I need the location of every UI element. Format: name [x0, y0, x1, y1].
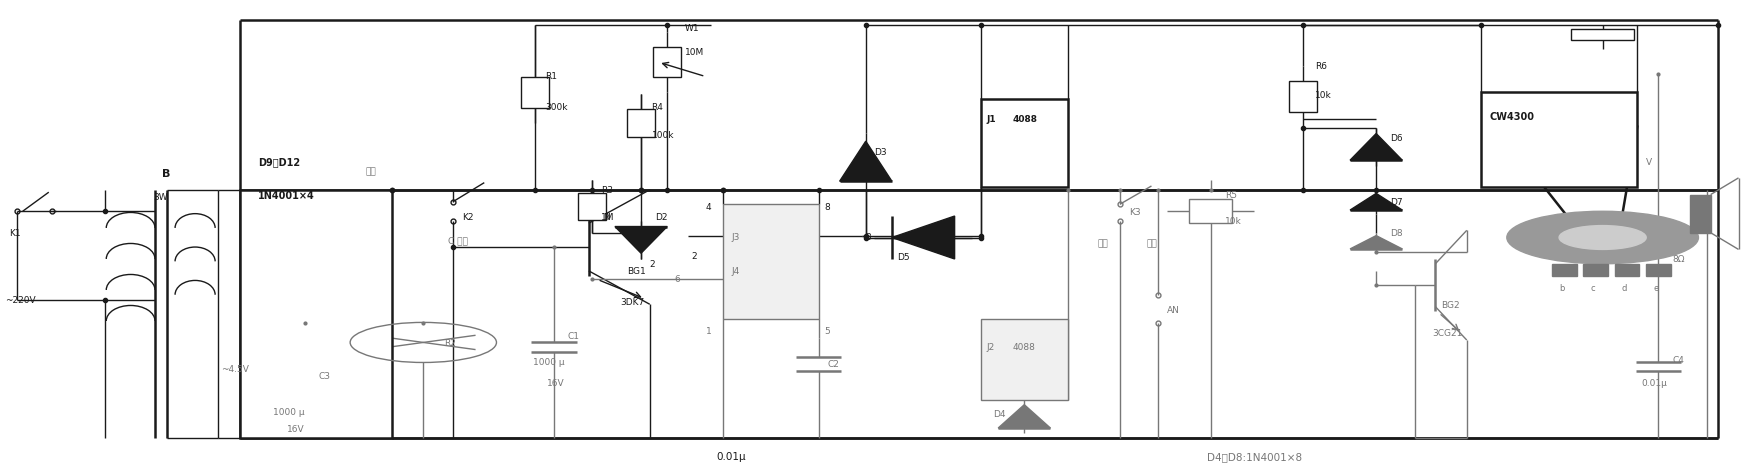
Text: 6: 6 — [674, 275, 679, 283]
Text: C2: C2 — [827, 360, 840, 368]
Text: R1: R1 — [545, 72, 557, 80]
Text: R4: R4 — [652, 103, 664, 111]
Text: D8: D8 — [1390, 229, 1402, 238]
Text: 100k: 100k — [652, 131, 674, 140]
Bar — [1583, 264, 1608, 276]
Bar — [627, 109, 655, 138]
Text: J3: J3 — [732, 232, 740, 241]
Text: 16V: 16V — [287, 424, 305, 433]
Bar — [1188, 200, 1232, 224]
Text: BG2: BG2 — [1441, 300, 1460, 309]
Text: K1: K1 — [9, 229, 21, 238]
Text: 4088: 4088 — [1012, 115, 1036, 124]
Text: 1N4001×4: 1N4001×4 — [258, 190, 315, 200]
Text: 8: 8 — [824, 203, 829, 211]
Text: 3W: 3W — [153, 193, 167, 202]
Text: 0.01μ: 0.01μ — [716, 451, 747, 461]
Text: B: B — [162, 169, 171, 178]
Text: D4: D4 — [993, 410, 1005, 418]
Text: BG1: BG1 — [627, 267, 646, 276]
Text: 2: 2 — [692, 251, 697, 260]
Text: K3: K3 — [1129, 208, 1141, 216]
Text: c: c — [1590, 284, 1596, 292]
Text: AN: AN — [1167, 305, 1179, 314]
Polygon shape — [840, 142, 892, 182]
Bar — [723, 205, 819, 319]
Polygon shape — [1350, 194, 1402, 211]
Bar — [1646, 264, 1671, 276]
Text: b: b — [1559, 284, 1564, 292]
Text: 4: 4 — [706, 203, 711, 211]
Text: ~220V: ~220V — [5, 296, 37, 304]
Text: 呼叫: 呼叫 — [1097, 239, 1108, 248]
Polygon shape — [998, 405, 1050, 428]
Text: D3: D3 — [874, 148, 887, 157]
Bar — [1289, 82, 1317, 113]
Polygon shape — [1350, 236, 1402, 249]
Text: 10k: 10k — [1315, 91, 1333, 99]
Text: 8Ω: 8Ω — [1672, 255, 1685, 264]
Text: d: d — [1622, 284, 1627, 292]
Text: N: N — [603, 212, 610, 221]
Text: ~4.5V: ~4.5V — [221, 365, 249, 373]
Bar — [1552, 264, 1577, 276]
Text: V: V — [1646, 158, 1653, 166]
Text: D9～D12: D9～D12 — [258, 157, 300, 167]
Text: 4088: 4088 — [1012, 343, 1035, 352]
Text: R3: R3 — [601, 186, 613, 195]
Text: J2: J2 — [986, 343, 995, 352]
Text: 2: 2 — [650, 260, 655, 268]
Text: 3DK7: 3DK7 — [620, 298, 645, 307]
Text: C1: C1 — [568, 331, 580, 340]
Bar — [653, 48, 681, 78]
Text: J4: J4 — [732, 267, 740, 276]
Bar — [1690, 195, 1711, 233]
Polygon shape — [1350, 134, 1402, 161]
Text: D2: D2 — [655, 212, 667, 221]
Circle shape — [1559, 226, 1646, 250]
Text: R6: R6 — [1315, 62, 1327, 71]
Polygon shape — [892, 217, 955, 259]
Text: D1: D1 — [632, 234, 645, 242]
Text: K2: K2 — [462, 212, 474, 221]
Text: 门铃: 门铃 — [1146, 239, 1157, 248]
Bar — [578, 194, 606, 220]
Text: e: e — [1653, 284, 1658, 292]
Text: R5: R5 — [1225, 191, 1237, 199]
Text: 300k: 300k — [545, 103, 568, 111]
Text: 1000 μ: 1000 μ — [533, 357, 564, 366]
Text: J1: J1 — [986, 115, 996, 124]
Text: D4～D8:1N4001×8: D4～D8:1N4001×8 — [1207, 451, 1301, 461]
Text: D5: D5 — [897, 253, 909, 261]
Bar — [1615, 264, 1639, 276]
Text: W1: W1 — [685, 24, 699, 33]
Text: 5: 5 — [824, 327, 829, 335]
Bar — [981, 100, 1068, 188]
Text: D7: D7 — [1390, 198, 1402, 207]
Text: 3: 3 — [866, 232, 871, 241]
Bar — [981, 319, 1068, 400]
Text: 定时: 定时 — [366, 167, 376, 176]
Text: D6: D6 — [1390, 134, 1402, 142]
Polygon shape — [615, 227, 667, 254]
Text: C 报晓: C 报晓 — [448, 236, 467, 245]
Text: 3CG21: 3CG21 — [1432, 329, 1462, 337]
Bar — [240, 190, 392, 438]
Circle shape — [1507, 212, 1698, 264]
Text: C4: C4 — [1672, 355, 1685, 364]
Text: 1M: 1M — [601, 212, 615, 221]
Bar — [521, 78, 549, 109]
Text: 10k: 10k — [1225, 217, 1242, 226]
Text: R2: R2 — [444, 338, 456, 347]
Text: CW4300: CW4300 — [1489, 112, 1535, 121]
Text: 0.01μ: 0.01μ — [1641, 379, 1667, 387]
Bar — [1481, 93, 1637, 188]
Text: C3: C3 — [319, 372, 331, 380]
Text: 1000 μ: 1000 μ — [273, 407, 305, 416]
Text: 1: 1 — [706, 327, 711, 335]
Text: 10M: 10M — [685, 48, 704, 57]
Text: 16V: 16V — [547, 379, 564, 387]
Bar — [1571, 30, 1634, 40]
